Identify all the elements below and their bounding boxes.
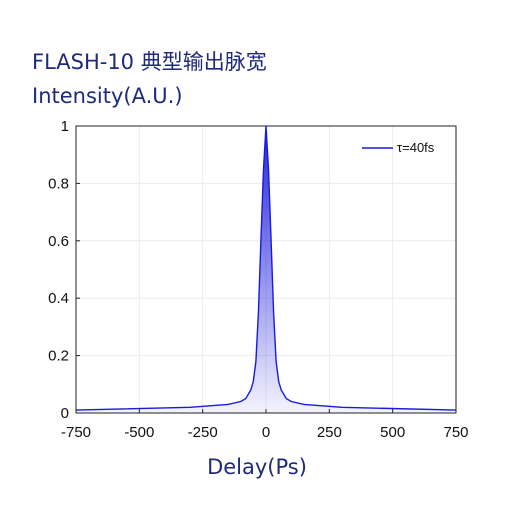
y-tick-label: 1 (61, 118, 69, 135)
x-tick-label: -750 (61, 424, 91, 441)
pulse-line (75, 125, 457, 411)
x-tick-label: 750 (443, 424, 468, 441)
y-tick-label: 0 (61, 405, 69, 422)
legend-label: τ=40fs (397, 140, 435, 155)
legend: τ=40fs (362, 140, 435, 155)
x-tick-label: 500 (380, 424, 405, 441)
y-tick-label: 0.6 (48, 233, 69, 250)
y-tick-label: 0.4 (48, 290, 69, 307)
y-tick-label: 0.2 (48, 348, 69, 365)
axis-ticks: 0 0.2 0.4 0.6 0.8 1 -750 -500 -250 0 250 500 750 (48, 118, 468, 441)
y-tick-label: 0.8 (48, 175, 69, 192)
x-tick-label: 250 (317, 424, 342, 441)
y-axis-label: Intensity(A.U.) (32, 84, 183, 108)
x-tick-label: 0 (262, 424, 270, 441)
x-tick-label: -250 (188, 424, 218, 441)
chart-title: FLASH-10 典型输出脉宽 (32, 50, 267, 74)
pulse-area (76, 126, 456, 413)
x-axis-label: Delay(Ps) (207, 455, 307, 479)
x-tick-label: -500 (124, 424, 154, 441)
